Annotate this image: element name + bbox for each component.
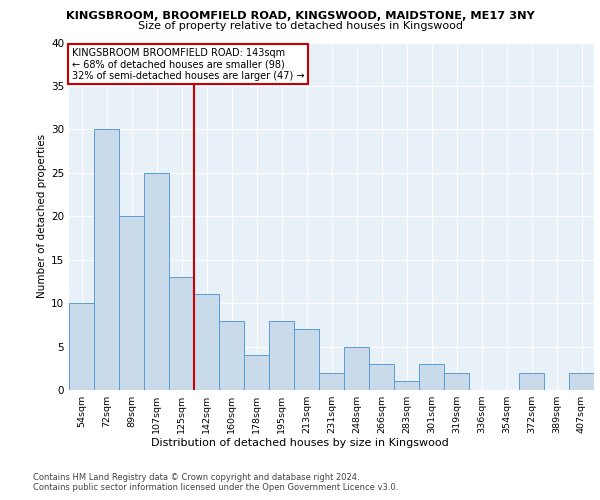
Bar: [419, 364, 444, 390]
Text: Distribution of detached houses by size in Kingswood: Distribution of detached houses by size …: [151, 438, 449, 448]
Bar: [244, 355, 269, 390]
Bar: [144, 173, 169, 390]
Text: KINGSBROOM, BROOMFIELD ROAD, KINGSWOOD, MAIDSTONE, ME17 3NY: KINGSBROOM, BROOMFIELD ROAD, KINGSWOOD, …: [65, 11, 535, 21]
Bar: [444, 372, 469, 390]
Bar: [94, 130, 119, 390]
Text: KINGSBROOM BROOMFIELD ROAD: 143sqm
← 68% of detached houses are smaller (98)
32%: KINGSBROOM BROOMFIELD ROAD: 143sqm ← 68%…: [71, 48, 304, 81]
Bar: [294, 329, 319, 390]
Y-axis label: Number of detached properties: Number of detached properties: [37, 134, 47, 298]
Text: Contains HM Land Registry data © Crown copyright and database right 2024.: Contains HM Land Registry data © Crown c…: [33, 472, 359, 482]
Bar: [269, 320, 294, 390]
Bar: [194, 294, 219, 390]
Bar: [369, 364, 394, 390]
Bar: [319, 372, 344, 390]
Bar: [69, 303, 94, 390]
Bar: [119, 216, 144, 390]
Bar: [219, 320, 244, 390]
Bar: [394, 382, 419, 390]
Bar: [344, 346, 369, 390]
Text: Contains public sector information licensed under the Open Government Licence v3: Contains public sector information licen…: [33, 484, 398, 492]
Bar: [169, 277, 194, 390]
Bar: [569, 372, 594, 390]
Bar: [519, 372, 544, 390]
Text: Size of property relative to detached houses in Kingswood: Size of property relative to detached ho…: [137, 21, 463, 31]
